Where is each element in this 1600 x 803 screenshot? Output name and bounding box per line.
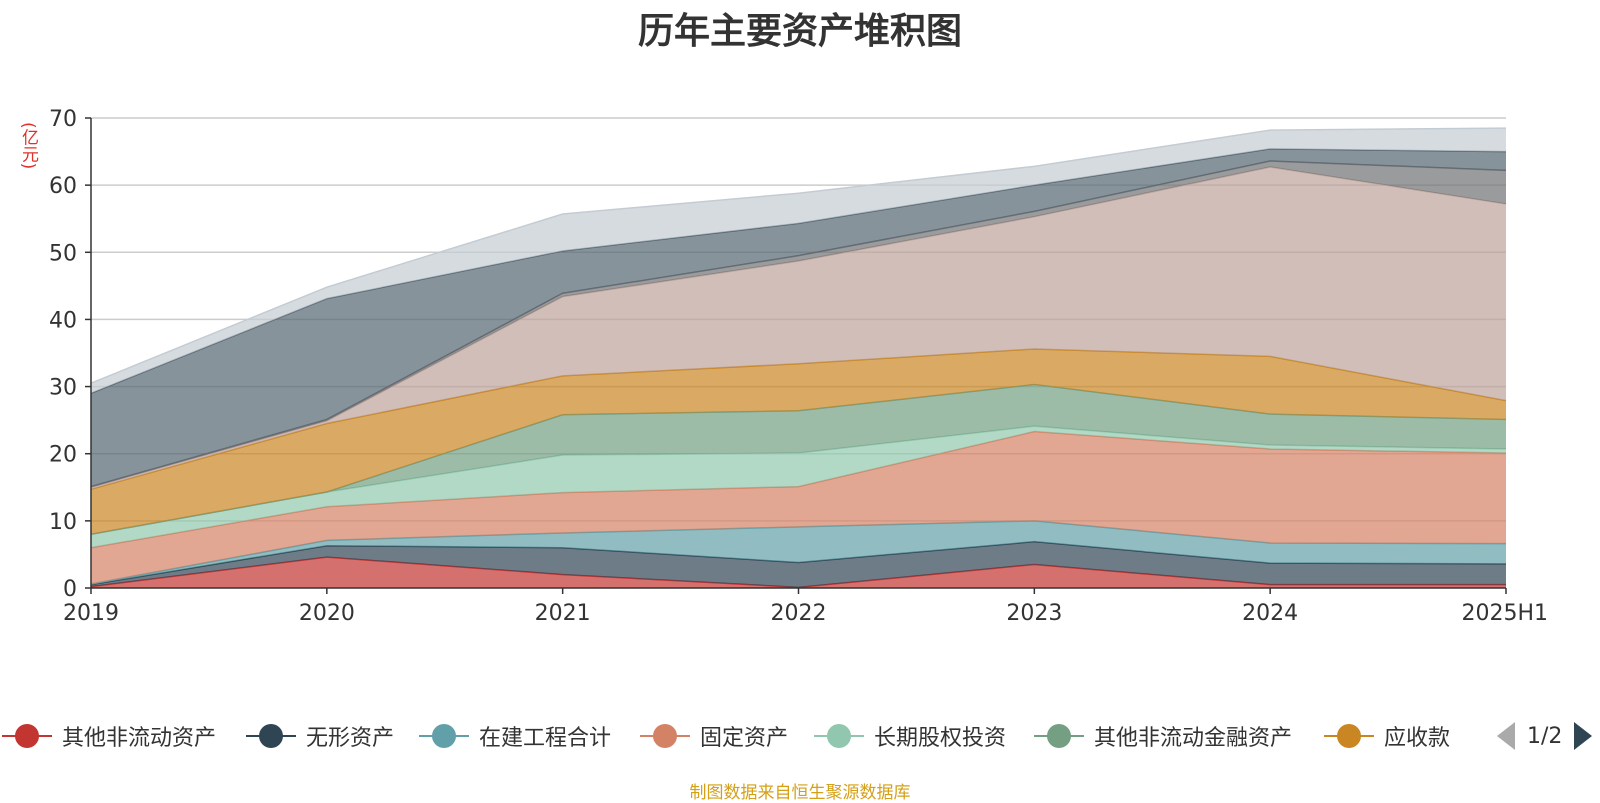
legend-item-label: 长期股权投资 xyxy=(874,726,1007,751)
legend-item[interactable]: 无形资产 xyxy=(246,714,394,758)
x-tick-label: 2021 xyxy=(535,601,591,626)
legend-swatch-icon xyxy=(640,721,690,751)
legend-swatch-icon xyxy=(2,721,52,751)
legend-item[interactable]: 其他非流动资产 xyxy=(2,714,216,758)
y-tick-label: 40 xyxy=(49,308,77,333)
x-tick-label: 2020 xyxy=(299,601,355,626)
area-series-6 xyxy=(91,348,1506,535)
legend-swatch-icon xyxy=(419,721,469,751)
legend-swatch-icon xyxy=(1324,721,1374,751)
legend-item-label: 应收款 xyxy=(1384,726,1451,751)
legend-item[interactable]: 应收款 xyxy=(1324,714,1450,758)
x-tick-label: 2023 xyxy=(1006,601,1062,626)
x-tick-label: 2022 xyxy=(771,601,827,626)
area-series-layer xyxy=(90,127,1507,589)
legend: 其他非流动资产 无形资产 在建工程合计 固定资产 长期股权投资 其他非流动金融资产 应收款 xyxy=(0,714,1600,758)
area-series-4 xyxy=(91,426,1506,548)
legend-prev-page-icon[interactable] xyxy=(1497,722,1515,750)
y-tick-label: 10 xyxy=(49,510,77,535)
legend-item[interactable]: 在建工程合计 xyxy=(419,714,611,758)
x-tick-label: 2024 xyxy=(1242,601,1298,626)
legend-swatch-icon xyxy=(246,721,296,751)
legend-pager: 1/2 xyxy=(1497,718,1593,754)
axes: 0 10 20 30 40 50 60 70 2019 2020 2021 2022 2023 2024 2… xyxy=(49,107,1548,626)
legend-item-label: 固定资产 xyxy=(700,726,789,751)
legend-item-label: 在建工程合计 xyxy=(479,726,612,751)
y-axis-unit-label: (亿元) xyxy=(18,122,38,170)
area-series-9 xyxy=(91,148,1506,487)
legend-next-page-icon[interactable] xyxy=(1574,722,1593,750)
legend-swatch-icon xyxy=(1034,721,1084,751)
x-tick-label: 2025H1 xyxy=(1461,601,1548,626)
area-series-7 xyxy=(91,167,1506,490)
y-tick-label: 30 xyxy=(49,376,77,401)
legend-item-label: 其他非流动资产 xyxy=(62,726,217,751)
area-series-0 xyxy=(91,557,1506,588)
series-line-10 xyxy=(90,127,1507,384)
y-tick-label: 20 xyxy=(49,443,77,468)
chart-title: 历年主要资产堆积图 xyxy=(637,11,962,52)
legend-item-label: 其他非流动金融资产 xyxy=(1094,726,1293,751)
area-series-5 xyxy=(91,384,1506,535)
legend-item[interactable]: 其他非流动金融资产 xyxy=(1034,714,1292,758)
y-tick-label: 0 xyxy=(63,577,77,602)
x-tick-label: 2019 xyxy=(63,601,119,626)
legend-swatch-icon xyxy=(814,721,864,751)
area-series-3 xyxy=(91,431,1506,584)
legend-item-label: 无形资产 xyxy=(306,726,395,751)
legend-item[interactable]: 长期股权投资 xyxy=(814,714,1006,758)
y-tick-label: 60 xyxy=(49,174,77,199)
legend-item[interactable]: 固定资产 xyxy=(640,714,788,758)
legend-page-indicator: 1/2 xyxy=(1527,723,1563,749)
y-tick-label: 70 xyxy=(49,107,77,132)
y-tick-label: 50 xyxy=(49,241,77,266)
source-note: 制图数据来自恒生聚源数据库 xyxy=(689,783,911,803)
